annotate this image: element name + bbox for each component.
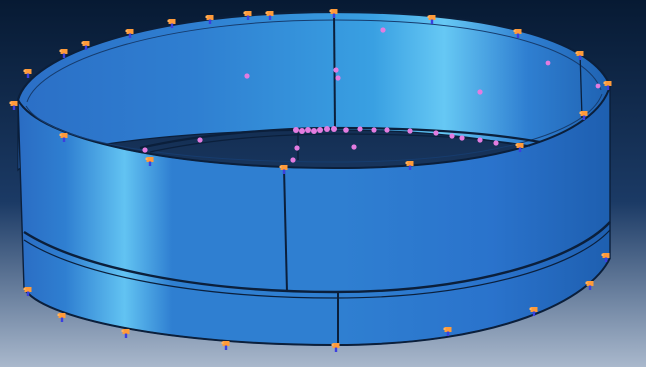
load-point-icon[interactable]: [407, 128, 413, 134]
load-point-icon[interactable]: [293, 127, 299, 133]
load-point-icon[interactable]: [384, 127, 390, 133]
load-point-icon[interactable]: [477, 89, 483, 95]
load-point-icon[interactable]: [305, 127, 311, 133]
load-point-icon[interactable]: [493, 140, 499, 146]
load-point-icon[interactable]: [299, 128, 305, 134]
load-point-icon[interactable]: [333, 67, 339, 73]
load-point-icon[interactable]: [311, 128, 317, 134]
load-point-icon[interactable]: [459, 135, 465, 141]
load-point-icon[interactable]: [371, 127, 377, 133]
load-point-icon[interactable]: [343, 127, 349, 133]
middle-seam-lower: [23, 229, 611, 299]
load-point-icon[interactable]: [380, 27, 386, 33]
load-point-icon[interactable]: [331, 126, 337, 132]
load-point-icon[interactable]: [335, 75, 341, 81]
load-point-icon[interactable]: [244, 73, 250, 79]
load-point-icon[interactable]: [595, 83, 601, 89]
load-point-icon[interactable]: [545, 60, 551, 66]
load-point-icon[interactable]: [449, 133, 455, 139]
load-point-icon[interactable]: [142, 147, 148, 153]
load-point-icon[interactable]: [357, 126, 363, 132]
cylinder-model[interactable]: [16, 10, 612, 347]
load-point-icon[interactable]: [197, 137, 203, 143]
load-point-icon[interactable]: [324, 126, 330, 132]
load-point-icon[interactable]: [477, 137, 483, 143]
front-top-inner-edge: [25, 93, 603, 163]
vertical-seam-front: [283, 167, 288, 293]
load-point-icon[interactable]: [433, 130, 439, 136]
load-point-icon[interactable]: [317, 127, 323, 133]
load-point-icon[interactable]: [351, 144, 357, 150]
vertical-seam-right: [579, 51, 583, 119]
middle-seam: [23, 221, 611, 294]
load-point-icon[interactable]: [290, 157, 296, 163]
load-points: [142, 27, 601, 163]
load-point-icon[interactable]: [294, 145, 300, 151]
